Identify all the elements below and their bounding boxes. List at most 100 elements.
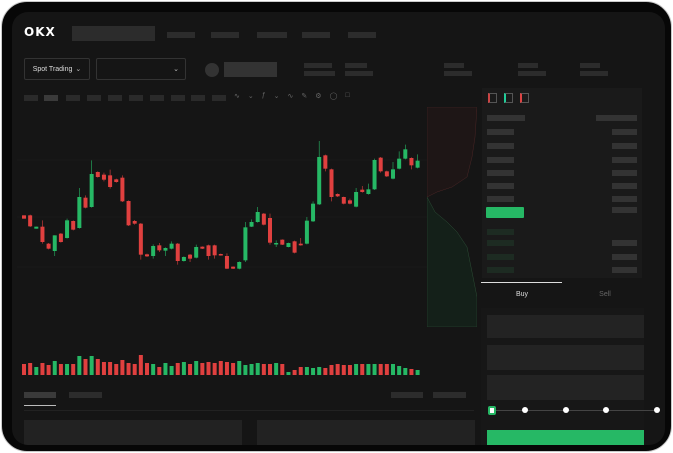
volume-bar [89,356,94,375]
volume-bar [372,364,377,375]
amount-slider-track[interactable] [492,410,657,411]
volume-bar [403,368,408,375]
candlestick-chart[interactable] [17,107,427,377]
book-view-both-icon[interactable] [488,93,497,103]
volume-bar [101,362,106,375]
timeframe-button[interactable] [129,95,143,101]
candle-body [409,158,414,166]
fullscreen-icon[interactable]: □ [345,92,350,99]
amount-input[interactable] [487,345,644,370]
slider-stop[interactable] [522,407,528,413]
slider-stop[interactable] [654,407,660,413]
nav-item[interactable] [302,32,330,38]
volume-bar [46,365,51,375]
depth-asks [427,107,477,198]
tab-buy[interactable]: Buy [515,291,529,298]
timeframe-button[interactable] [191,95,205,101]
candle-body [329,169,334,197]
volume-bar [95,359,100,375]
camera-icon[interactable]: ◯ [329,93,338,100]
indicator-icon[interactable]: ∿ [234,93,240,100]
book-view-asks-icon[interactable] [520,93,529,103]
timeframe-button[interactable] [66,95,80,101]
bid-amount[interactable] [612,207,637,213]
tab-order-history[interactable] [69,392,102,398]
nav-item[interactable] [257,32,287,38]
settings-icon[interactable]: ⚙ [315,93,322,100]
volume-bar [317,367,322,375]
total-input[interactable] [487,375,644,400]
tab-sell[interactable]: Sell [599,291,611,298]
buy-button[interactable] [487,430,644,445]
stat-label [345,63,367,68]
chevron-down-icon[interactable]: ⌄ [273,93,280,100]
candle-body [218,254,223,256]
volume-bar [298,367,303,375]
ask-amount[interactable] [612,196,637,202]
volume-bar [304,367,309,375]
nav-item[interactable] [167,32,195,38]
header-search-placeholder[interactable] [72,26,155,41]
timeframe-button[interactable] [24,95,38,101]
bid-price[interactable] [487,240,514,246]
stat-label [580,63,600,68]
indicator-icon[interactable]: ⌄ [247,93,254,100]
ask-amount[interactable] [612,157,637,163]
bid-price[interactable] [487,254,514,260]
nav-item[interactable] [211,32,239,38]
bid-amount[interactable] [612,254,637,260]
fx-icon[interactable]: ƒ [261,92,266,99]
tab-open-orders[interactable] [24,392,56,398]
timeframe-button[interactable] [87,95,101,101]
ask-amount[interactable] [612,170,637,176]
bid-price[interactable] [487,229,514,235]
candle-body [151,246,156,256]
volume-bar [175,363,180,375]
timeframe-button[interactable] [108,95,122,101]
market-type-dropdown[interactable]: Spot Trading ⌄ [24,58,90,80]
ask-price[interactable] [487,157,514,163]
timeframe-button[interactable] [171,95,185,101]
filter-button[interactable] [433,392,466,398]
timeframe-button[interactable] [150,95,164,101]
timeframe-button[interactable] [212,95,226,101]
chevron-down-icon: ⌄ [75,66,82,73]
stat-value [518,71,546,76]
ask-price[interactable] [487,183,514,189]
slider-handle[interactable] [488,406,496,415]
timeframe-button[interactable] [44,95,58,101]
ask-amount[interactable] [612,129,637,135]
ask-price[interactable] [487,143,514,149]
pencil-icon[interactable]: ✎ [301,93,308,100]
bid-amount[interactable] [612,240,637,246]
ask-amount[interactable] [612,143,637,149]
candle-body [181,257,186,261]
ask-price[interactable] [487,129,514,135]
stat-label [304,63,332,68]
slider-stop[interactable] [563,407,569,413]
candle-body [292,241,297,253]
line-icon[interactable]: ∿ [287,93,294,100]
pair-price-placeholder [224,62,277,77]
price-input[interactable] [487,315,644,338]
okx-logo[interactable]: OKX [24,25,56,39]
ask-amount[interactable] [612,183,637,189]
bid-amount[interactable] [612,267,637,273]
ask-price[interactable] [487,170,514,176]
nav-item[interactable] [348,32,376,38]
ask-price[interactable] [487,196,514,202]
volume-bar [120,360,125,375]
volume-bar [157,367,162,375]
candle-body [243,227,248,261]
slider-stop[interactable] [603,407,609,413]
candle-body [335,194,340,197]
bid-price[interactable] [487,267,514,273]
pair-dropdown[interactable]: ⌄ [96,58,186,80]
last-price [486,207,524,218]
book-view-bids-icon[interactable] [504,93,513,103]
buy-tab-underline [481,282,562,283]
candle-body [34,226,39,229]
filter-button[interactable] [391,392,423,398]
candle-body [145,254,149,257]
candle-body [108,175,113,187]
